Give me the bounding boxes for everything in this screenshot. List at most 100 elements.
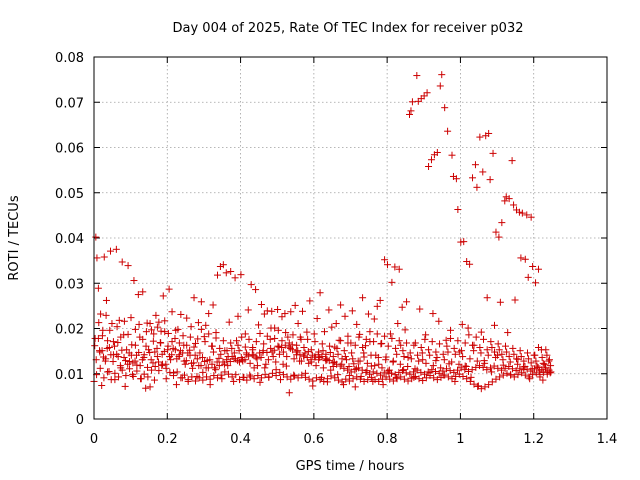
data-point [540,360,548,368]
data-point [459,372,467,380]
data-point [227,267,235,275]
data-point [455,370,463,378]
data-point [97,310,105,318]
data-point [202,364,210,372]
data-point [439,350,447,358]
data-point [124,360,132,368]
data-point [349,375,357,383]
data-point [206,375,214,383]
data-point [421,370,429,378]
data-point [406,370,414,378]
data-point [225,318,233,326]
data-point [404,363,412,371]
data-point [366,328,374,336]
data-point [394,320,402,328]
data-point [197,298,205,306]
data-point [470,380,478,388]
data-point [109,358,117,366]
data-point [164,329,172,337]
data-point [534,344,542,352]
data-point [521,371,529,379]
data-point [263,332,271,340]
data-point [459,353,467,361]
y-tick-label: 0.06 [55,142,84,157]
data-point [304,348,312,356]
data-point [502,193,510,201]
data-point [205,330,213,338]
data-point [417,368,425,376]
data-point [518,369,526,377]
data-point [161,317,169,325]
data-point [487,338,495,346]
data-point [210,372,218,380]
data-point [426,351,434,359]
data-point [150,330,158,338]
data-point [463,375,471,383]
data-point [403,339,411,347]
data-point [247,281,255,289]
data-point [298,371,306,379]
data-point [476,344,484,352]
data-point [209,301,217,309]
data-point [447,334,455,342]
data-point [96,364,104,372]
data-point [327,372,335,380]
data-point [337,301,345,309]
data-point [134,291,142,299]
data-point [400,375,408,383]
data-point [191,351,199,359]
data-point [323,356,331,364]
data-point [505,363,513,371]
data-point [477,349,485,357]
data-point [199,376,207,384]
data-point [216,344,224,352]
data-point [158,362,166,370]
data-point [144,373,152,381]
data-point [261,364,269,372]
data-point [514,371,522,379]
data-point [234,341,242,349]
data-point [495,346,503,354]
data-point [151,348,159,356]
data-point [419,356,427,364]
data-point [130,277,138,285]
data-point [430,374,438,382]
data-point [406,349,414,357]
y-tick-label: 0.02 [55,323,84,338]
data-point [217,350,225,358]
data-point [352,365,360,373]
data-point [223,347,231,355]
data-point [93,254,101,262]
data-point [492,375,500,383]
data-point [100,353,108,361]
data-point [494,364,502,372]
data-point [417,344,425,352]
data-point [441,371,449,379]
data-point [162,360,170,368]
data-point [292,348,300,356]
data-point [290,355,298,363]
data-point [116,362,124,370]
data-point [127,314,135,322]
data-point [464,367,472,375]
data-point [298,307,306,315]
data-point [165,353,173,361]
plot-area-frame [93,56,608,420]
data-point [508,157,516,165]
data-point [239,357,247,365]
data-point [422,331,430,339]
data-point [114,353,122,361]
data-point [488,378,496,386]
data-point [290,372,298,380]
data-point [386,375,394,383]
data-point [466,260,474,268]
data-point [525,373,533,381]
data-point [216,263,224,271]
data-point [382,373,390,381]
data-point [252,286,260,294]
data-point [265,373,273,381]
data-point [223,356,231,364]
data-point [232,371,240,379]
data-point [545,357,553,365]
data-point [384,261,392,269]
